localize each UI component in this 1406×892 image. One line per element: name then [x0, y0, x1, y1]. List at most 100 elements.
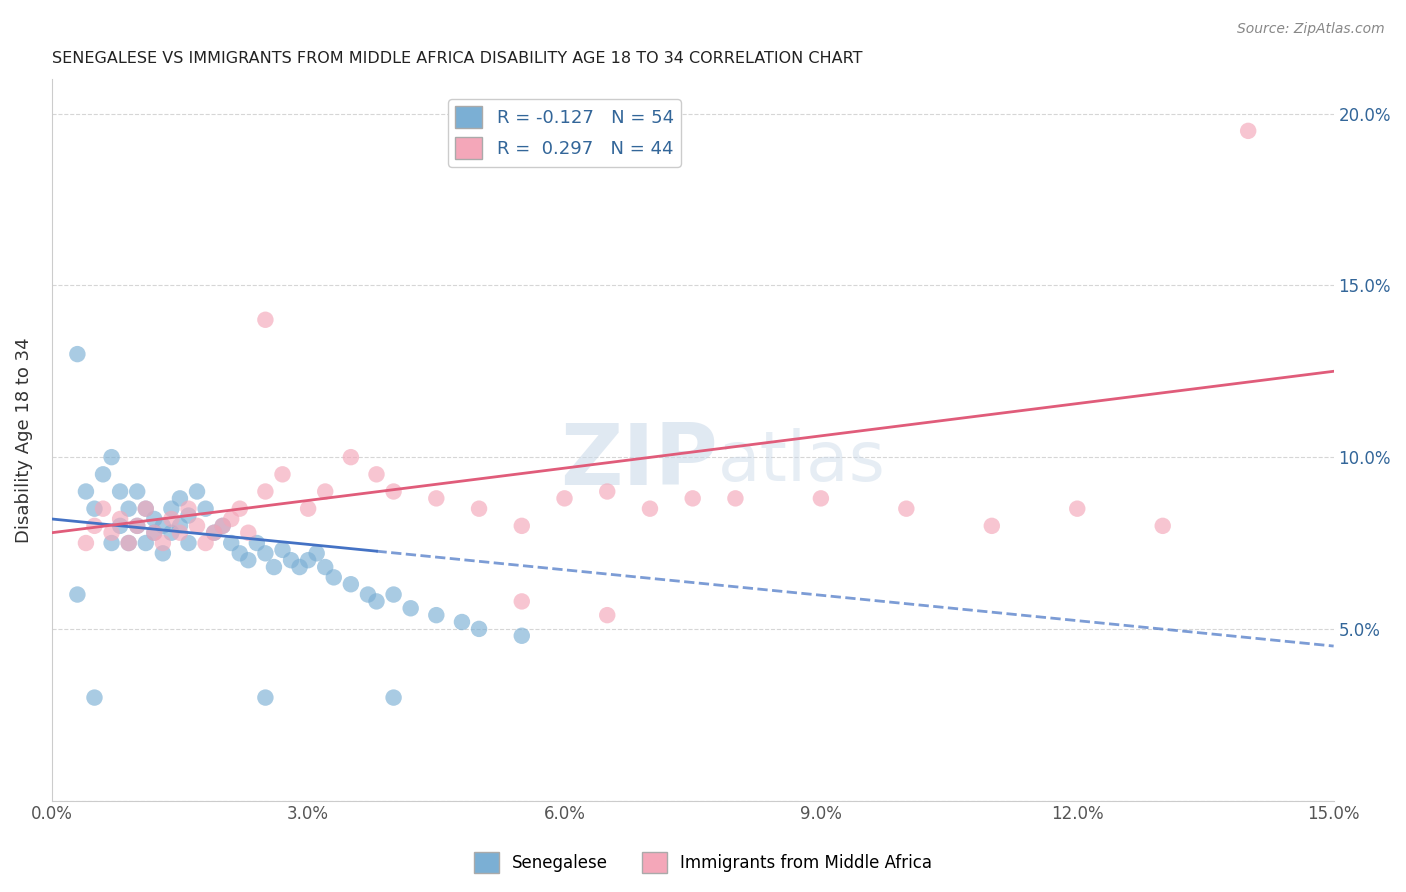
Point [238, 553, 260, 567]
Point [366, 467, 388, 482]
Point [100, 536, 122, 550]
Point [118, 536, 141, 550]
Point [160, 512, 183, 526]
Point [246, 536, 269, 550]
Point [177, 536, 200, 550]
Point [1237, 124, 1260, 138]
Text: ZIP: ZIP [561, 420, 718, 503]
Point [83, 501, 105, 516]
Point [160, 501, 183, 516]
Point [229, 501, 252, 516]
Point [219, 536, 242, 550]
Point [254, 312, 277, 326]
Point [382, 588, 405, 602]
Point [108, 512, 131, 526]
Point [100, 450, 122, 465]
Point [297, 501, 319, 516]
Point [238, 525, 260, 540]
Point [219, 512, 242, 526]
Point [297, 553, 319, 567]
Point [100, 525, 122, 540]
Point [169, 525, 191, 540]
Point [127, 484, 149, 499]
Point [271, 542, 294, 557]
Point [357, 588, 380, 602]
Point [194, 501, 217, 516]
Point [118, 501, 141, 516]
Legend: R = -0.127   N = 54, R =  0.297   N = 44: R = -0.127 N = 54, R = 0.297 N = 44 [449, 99, 681, 167]
Point [169, 519, 191, 533]
Point [263, 560, 285, 574]
Point [66, 347, 89, 361]
Point [152, 519, 174, 533]
Point [596, 608, 619, 623]
Point [280, 553, 302, 567]
Point [202, 525, 225, 540]
Point [382, 690, 405, 705]
Point [254, 546, 277, 560]
Point [810, 491, 832, 506]
Point [340, 450, 363, 465]
Point [896, 501, 918, 516]
Point [83, 690, 105, 705]
Point [596, 484, 619, 499]
Point [143, 525, 166, 540]
Point [254, 484, 277, 499]
Point [366, 594, 388, 608]
Point [135, 536, 157, 550]
Point [127, 519, 149, 533]
Point [1066, 501, 1088, 516]
Point [314, 484, 336, 499]
Point [108, 519, 131, 533]
Point [177, 508, 200, 523]
Point [211, 519, 233, 533]
Point [75, 536, 97, 550]
Point [305, 546, 328, 560]
Point [229, 546, 252, 560]
Point [510, 594, 533, 608]
Point [152, 536, 174, 550]
Point [468, 501, 491, 516]
Point [638, 501, 661, 516]
Point [135, 501, 157, 516]
Point [169, 491, 191, 506]
Point [118, 536, 141, 550]
Point [399, 601, 422, 615]
Point [143, 525, 166, 540]
Point [468, 622, 491, 636]
Text: atlas: atlas [718, 428, 886, 495]
Point [382, 484, 405, 499]
Point [202, 525, 225, 540]
Text: Source: ZipAtlas.com: Source: ZipAtlas.com [1237, 22, 1385, 37]
Point [75, 484, 97, 499]
Point [314, 560, 336, 574]
Point [143, 512, 166, 526]
Point [425, 608, 447, 623]
Point [177, 501, 200, 516]
Point [340, 577, 363, 591]
Point [211, 519, 233, 533]
Point [160, 525, 183, 540]
Point [682, 491, 704, 506]
Point [186, 519, 208, 533]
Point [186, 484, 208, 499]
Point [66, 588, 89, 602]
Point [194, 536, 217, 550]
Point [1152, 519, 1174, 533]
Point [451, 615, 474, 629]
Point [980, 519, 1002, 533]
Point [254, 690, 277, 705]
Point [425, 491, 447, 506]
Point [127, 519, 149, 533]
Point [91, 467, 114, 482]
Point [724, 491, 747, 506]
Text: SENEGALESE VS IMMIGRANTS FROM MIDDLE AFRICA DISABILITY AGE 18 TO 34 CORRELATION : SENEGALESE VS IMMIGRANTS FROM MIDDLE AFR… [52, 51, 862, 66]
Point [271, 467, 294, 482]
Y-axis label: Disability Age 18 to 34: Disability Age 18 to 34 [15, 337, 32, 543]
Point [135, 501, 157, 516]
Point [83, 519, 105, 533]
Point [91, 501, 114, 516]
Point [510, 629, 533, 643]
Point [553, 491, 575, 506]
Point [510, 519, 533, 533]
